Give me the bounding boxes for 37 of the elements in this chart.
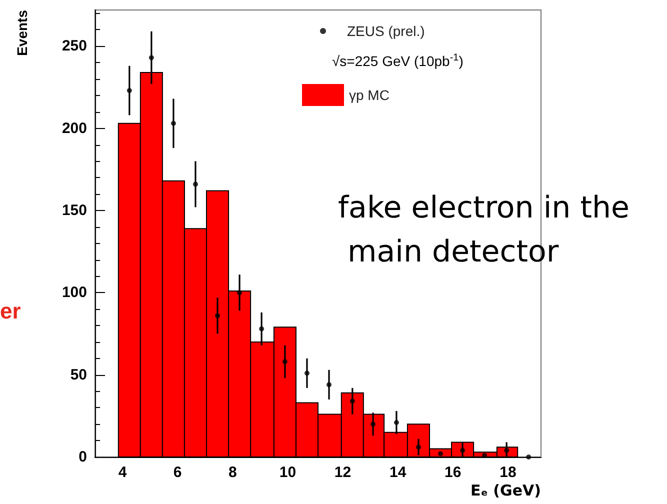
point (304, 370, 310, 376)
point (326, 382, 332, 388)
legend-label: γp MC (349, 87, 390, 103)
point (237, 290, 242, 296)
y-tick-label: 0 (78, 448, 87, 466)
point (504, 448, 510, 453)
point (192, 182, 198, 187)
x-tick-label: 10 (279, 464, 296, 481)
x-tick-label: 4 (118, 464, 128, 481)
point (370, 422, 376, 427)
point (215, 313, 220, 318)
annotation: fake electron in the main detector (338, 190, 630, 270)
x-axis-title: Eₑ (GeV) (470, 482, 541, 500)
y-tick-label: 200 (62, 120, 87, 137)
point (126, 88, 132, 94)
y-tick-label: 150 (62, 202, 87, 219)
point (416, 444, 421, 450)
point (170, 120, 176, 126)
x-tick-label: 18 (500, 464, 516, 481)
y-axis-title: Events (14, 10, 30, 56)
y-tick-label: 100 (62, 284, 87, 302)
point (259, 326, 264, 332)
point (460, 448, 466, 453)
x-tick-label: 14 (389, 464, 407, 481)
point (282, 359, 288, 364)
x-tick-label: 6 (173, 464, 182, 481)
x-tick-label: 12 (334, 464, 352, 481)
legend-label: ZEUS (prel.) (347, 23, 425, 39)
point (350, 398, 355, 404)
x-tick-label: 16 (444, 464, 462, 481)
y-tick-label: 250 (62, 38, 87, 55)
x-tick-label: 8 (228, 464, 237, 481)
point (526, 454, 532, 460)
point (148, 55, 154, 60)
point (394, 420, 399, 425)
text: er (0, 298, 22, 324)
y-tick-label: 50 (70, 366, 87, 384)
